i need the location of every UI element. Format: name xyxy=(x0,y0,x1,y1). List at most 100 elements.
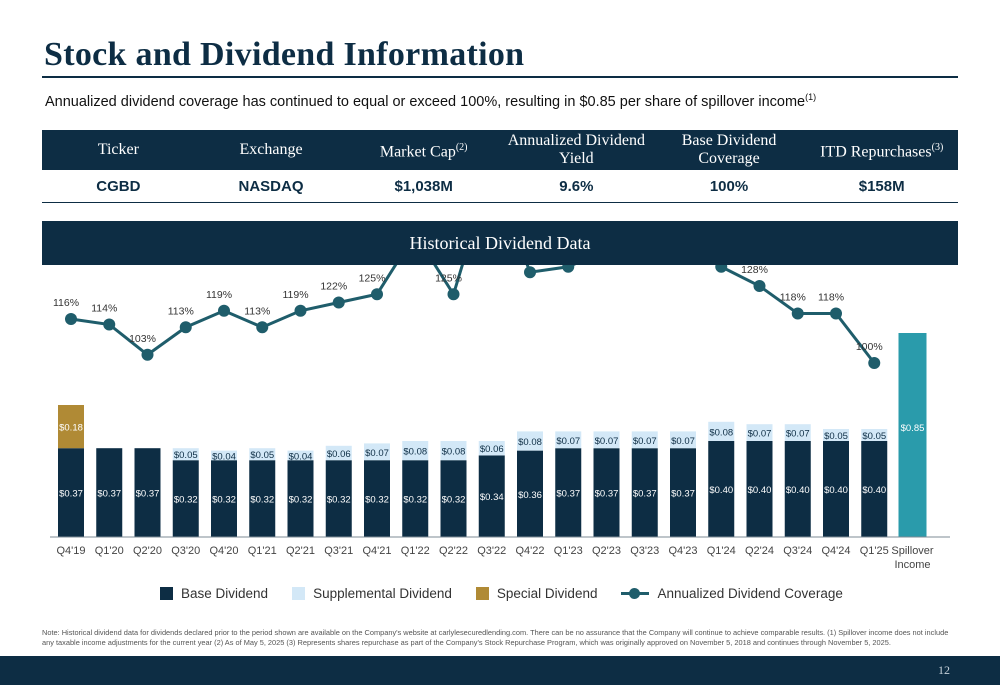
bar-label-supplemental: $0.07 xyxy=(556,436,580,447)
x-tick-label: Q3'24 xyxy=(783,545,812,557)
bar-base xyxy=(670,448,696,537)
x-tick-label: Q1'24 xyxy=(707,545,736,557)
coverage-point xyxy=(447,288,460,301)
x-tick-label: Spillover xyxy=(891,545,934,557)
coverage-point xyxy=(294,304,307,317)
bar-supplemental xyxy=(708,421,735,441)
bar-label-base: $0.40 xyxy=(862,485,886,496)
x-tick-label: Q2'20 xyxy=(133,545,162,557)
bar-base xyxy=(631,448,658,537)
x-tick-label: Q2'21 xyxy=(286,545,315,557)
bar-base xyxy=(96,448,123,537)
x-tick-label: Q3'21 xyxy=(324,545,353,557)
bar-label-base: $0.32 xyxy=(403,495,427,506)
bar-base xyxy=(708,441,735,537)
page-subtitle: Annualized dividend coverage has continu… xyxy=(45,92,816,110)
info-value-cell: $1,038M xyxy=(394,177,453,195)
bar-base xyxy=(211,460,237,537)
x-tick-label: Income xyxy=(894,559,930,571)
footnote: Note: Historical dividend data for divid… xyxy=(42,628,949,647)
bar-label-base: $0.37 xyxy=(97,489,121,500)
bar-supplemental xyxy=(746,424,773,441)
bar-label-supplemental: $0.07 xyxy=(633,436,657,447)
bar-label-base: $0.37 xyxy=(595,489,619,500)
x-tick-label: Q4'19 xyxy=(56,545,85,557)
bar-base xyxy=(58,448,84,537)
x-tick-label: Q4'21 xyxy=(362,545,391,557)
bar-base xyxy=(746,441,773,537)
bar-label-base: $0.32 xyxy=(250,495,274,506)
legend-item-supplemental: Supplemental Dividend xyxy=(292,586,452,601)
coverage-point xyxy=(753,280,766,292)
bar-label-spillover: $0.85 xyxy=(901,423,925,434)
x-tick-label: Q2'24 xyxy=(745,545,774,557)
bar-base xyxy=(249,460,276,537)
bar-label-base: $0.37 xyxy=(59,489,83,500)
coverage-point xyxy=(524,266,536,279)
bar-label-supplemental: $0.05 xyxy=(862,431,886,442)
info-header-cell: Ticker xyxy=(42,141,195,159)
coverage-label: 113% xyxy=(244,305,270,317)
bar-label-base: $0.32 xyxy=(442,495,466,506)
info-table-header: Ticker Exchange Market Cap(2) Annualized Di… xyxy=(42,130,958,170)
x-tick-label: Q1'21 xyxy=(248,545,277,557)
x-tick-label: Q3'22 xyxy=(477,545,506,557)
coverage-point xyxy=(103,318,116,331)
coverage-point xyxy=(332,296,345,309)
info-value-cell: NASDAQ xyxy=(238,177,304,195)
coverage-label: 118% xyxy=(780,292,806,304)
bar-label-base: $0.34 xyxy=(480,492,504,503)
coverage-label: 103% xyxy=(129,333,156,345)
coverage-point xyxy=(218,304,230,317)
bar-label-supplemental: $0.07 xyxy=(671,436,695,447)
info-header-cell: Base Dividend Coverage xyxy=(653,132,806,168)
coverage-point xyxy=(65,313,77,325)
bar-supplemental xyxy=(478,441,505,456)
info-header-text: Base Dividend Coverage xyxy=(681,132,777,167)
bar-label-base: $0.32 xyxy=(365,495,389,506)
info-value-cell: CGBD xyxy=(96,177,141,195)
coverage-point xyxy=(830,307,842,320)
info-table-values: CGBD NASDAQ $1,038M 9.6% 100% $158M xyxy=(42,170,958,203)
bar-supplemental xyxy=(172,448,199,461)
info-value-cell: $158M xyxy=(858,177,905,195)
x-tick-label: Q1'25 xyxy=(860,545,889,557)
coverage-label: 100% xyxy=(856,341,883,353)
coverage-label: 128% xyxy=(741,265,768,276)
legend-swatch-special xyxy=(475,586,489,600)
bar-supplemental xyxy=(440,441,467,461)
coverage-label: 122% xyxy=(320,281,347,293)
coverage-label: 114% xyxy=(91,303,117,315)
title-divider xyxy=(42,76,958,78)
bar-base xyxy=(172,460,199,537)
bar-label-supplemental: $0.05 xyxy=(174,450,198,461)
x-tick-label: Q1'20 xyxy=(95,545,124,557)
legend-label-supplemental: Supplemental Dividend xyxy=(313,585,452,601)
dividend-chart: $0.37 $0.18 $0.37 $0.37 $0.32 $0.05 $0.32 $0.04… xyxy=(50,265,950,571)
bar-base xyxy=(555,448,582,537)
bar-label-supplemental: $0.04 xyxy=(212,451,236,462)
bar-supplemental xyxy=(325,445,352,461)
x-tick-label: Q1'22 xyxy=(401,545,430,557)
x-tick-label: Q2'22 xyxy=(439,545,468,557)
page-title: Stock and Dividend Information xyxy=(44,36,525,73)
bar-base xyxy=(593,448,620,537)
coverage-label: 119% xyxy=(206,289,232,301)
bar-supplemental xyxy=(784,424,811,441)
x-tick-label: Q4'24 xyxy=(821,545,850,557)
bar-spillover xyxy=(898,333,927,537)
bar-label-supplemental: $0.07 xyxy=(786,429,810,440)
bar-base xyxy=(364,460,390,537)
bar-supplemental xyxy=(364,443,390,461)
x-tick-label: Q2'23 xyxy=(592,545,621,557)
bar-base xyxy=(287,460,314,537)
coverage-label: 118% xyxy=(818,292,844,304)
info-header-footnote-ref: (3) xyxy=(931,141,944,153)
info-header-text: Ticker xyxy=(97,141,139,158)
x-tick-label: Q4'22 xyxy=(515,545,544,557)
x-tick-label: Q1'23 xyxy=(554,545,583,557)
bar-label-supplemental: $0.08 xyxy=(518,437,542,448)
bar-special xyxy=(58,405,84,449)
bar-base xyxy=(517,450,543,537)
bar-base xyxy=(478,455,505,537)
